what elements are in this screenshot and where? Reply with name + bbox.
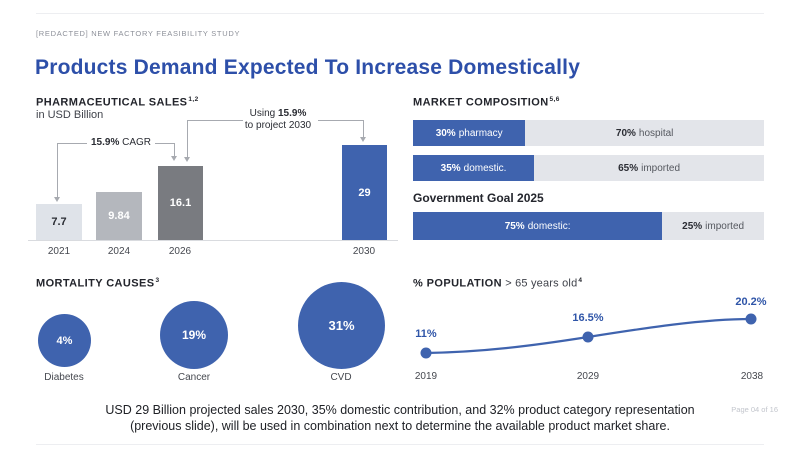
- footer-line1: USD 29 Billion projected sales 2030, 35%…: [105, 403, 695, 417]
- cagr-right-drop-line: [174, 143, 175, 157]
- population-pct-2019: 11%: [415, 328, 437, 340]
- bubble-cvd-pct: 31%: [328, 318, 355, 333]
- bar-2026: 16.1: [158, 166, 203, 240]
- bubble-diabetes: 4%: [38, 314, 91, 367]
- bubble-cvd-label: CVD: [330, 372, 352, 383]
- footer-line2: (previous slide), will be used in combin…: [130, 419, 670, 433]
- projection-right-line: [318, 120, 364, 121]
- segment-goal-domestic: 75% domestic:: [413, 212, 663, 240]
- population-point-2038: [745, 313, 757, 325]
- projection-left-line: [187, 120, 243, 121]
- bar-2026-year: 2026: [168, 246, 192, 257]
- pharma-footnote: 1,2: [188, 96, 199, 103]
- bar-2021-value: 7.7: [51, 216, 67, 228]
- projection-right-drop-line: [363, 120, 364, 138]
- projection-left-drop-line: [187, 120, 188, 158]
- bubble-diabetes-pct: 4%: [56, 334, 73, 347]
- projection-line2: to project 2030: [244, 120, 312, 131]
- bar-2030-value: 29: [358, 186, 371, 199]
- cagr-left-drop-line: [57, 143, 58, 197]
- bubble-cancer: 19%: [160, 301, 228, 369]
- pharma-section-heading: PHARMACEUTICAL SALES1,2: [36, 96, 199, 109]
- bar-2021: 7.7: [36, 204, 82, 240]
- population-heading-rest: > 65 years old: [501, 277, 578, 290]
- market-row-goal: 75% domestic: 25% imported: [413, 212, 764, 240]
- footer-summary: USD 29 Billion projected sales 2030, 35%…: [80, 402, 720, 434]
- segment-hospital-pct: 70%: [615, 127, 636, 139]
- market-heading-text: MARKET COMPOSITION: [413, 96, 549, 109]
- projection-line1: Using 15.9%: [249, 108, 307, 119]
- segment-pharmacy-pct: 30%: [435, 127, 456, 139]
- eyebrow-label: [REDACTED] NEW FACTORY FEASIBILITY STUDY: [36, 29, 241, 38]
- bar-2030: 29: [342, 145, 387, 240]
- x-axis-line: [28, 240, 398, 241]
- segment-imported-label: imported: [641, 162, 680, 174]
- cagr-pct: 15.9%: [91, 137, 120, 148]
- segment-goal-domestic-pct: 75%: [504, 220, 525, 232]
- bar-2024: 9.84: [96, 192, 142, 240]
- cagr-right-arrow-icon: [171, 156, 177, 161]
- bubble-diabetes-label: Diabetes: [44, 372, 84, 383]
- population-footnote: 4: [578, 277, 583, 284]
- segment-goal-domestic-label: domestic:: [527, 220, 571, 232]
- market-row-origin: 35% domestic. 65% imported: [413, 155, 764, 181]
- segment-imported: 65% imported: [534, 155, 764, 181]
- bar-2024-value: 9.84: [108, 210, 130, 222]
- segment-domestic: 35% domestic.: [413, 155, 535, 181]
- segment-goal-imported: 25% imported: [662, 212, 764, 240]
- cagr-annotation: 15.9% CAGR: [87, 137, 156, 148]
- top-divider: [36, 13, 764, 14]
- segment-hospital: 70% hospital: [525, 120, 764, 146]
- population-section-heading: % POPULATION > 65 years old4: [413, 277, 582, 290]
- pharma-heading-text: PHARMACEUTICAL SALES: [36, 96, 188, 109]
- page-title: Products Demand Expected To Increase Dom…: [35, 56, 581, 79]
- segment-pharmacy: 30% pharmacy: [413, 120, 526, 146]
- population-year-2038: 2038: [740, 371, 764, 382]
- population-line-chart: [420, 313, 757, 359]
- bubble-cvd: 31%: [298, 282, 385, 369]
- population-point-2019: [420, 347, 432, 359]
- population-pct-2038: 20.2%: [735, 296, 767, 308]
- population-year-2019: 2019: [414, 371, 438, 382]
- population-point-2029: [582, 331, 594, 343]
- market-row-channel: 30% pharmacy 70% hospital: [413, 120, 764, 146]
- projection-annotation: Using 15.9% to project 2030: [240, 108, 316, 132]
- cagr-left-arrow-icon: [54, 197, 60, 202]
- mortality-heading-text: MORTALITY CAUSES: [36, 277, 155, 290]
- mortality-section-heading: MORTALITY CAUSES3: [36, 277, 159, 290]
- population-heading-bold: % POPULATION: [413, 277, 502, 290]
- segment-domestic-label: domestic.: [463, 162, 507, 174]
- projection-left-arrow-icon: [184, 157, 190, 162]
- market-section-heading: MARKET COMPOSITION5,6: [413, 96, 560, 109]
- projection-right-arrow-icon: [360, 137, 366, 142]
- bar-2021-year: 2021: [47, 246, 71, 257]
- segment-hospital-label: hospital: [638, 127, 674, 139]
- cagr-word: CAGR: [119, 137, 152, 148]
- segment-goal-imported-pct: 25%: [682, 220, 703, 232]
- population-pct-2029: 16.5%: [572, 312, 604, 324]
- pharma-subtitle: in USD Billion: [36, 109, 104, 121]
- projection-pct: 15.9%: [278, 108, 307, 119]
- bar-2026-value: 16.1: [169, 197, 192, 209]
- bubble-cancer-label: Cancer: [177, 372, 211, 383]
- segment-pharmacy-label: pharmacy: [458, 127, 503, 139]
- bar-2030-year: 2030: [352, 246, 376, 257]
- bottom-divider: [36, 444, 764, 445]
- page-number: Page 04 of 16: [731, 405, 778, 414]
- bar-2024-year: 2024: [107, 246, 131, 257]
- mortality-footnote: 3: [155, 277, 160, 284]
- segment-imported-pct: 65%: [618, 162, 639, 174]
- market-footnote: 5,6: [549, 96, 560, 103]
- goal-heading: Government Goal 2025: [413, 191, 544, 205]
- segment-goal-imported-label: imported: [705, 220, 745, 232]
- segment-domestic-pct: 35%: [440, 162, 461, 174]
- population-year-2029: 2029: [576, 371, 600, 382]
- bubble-cancer-pct: 19%: [181, 328, 207, 342]
